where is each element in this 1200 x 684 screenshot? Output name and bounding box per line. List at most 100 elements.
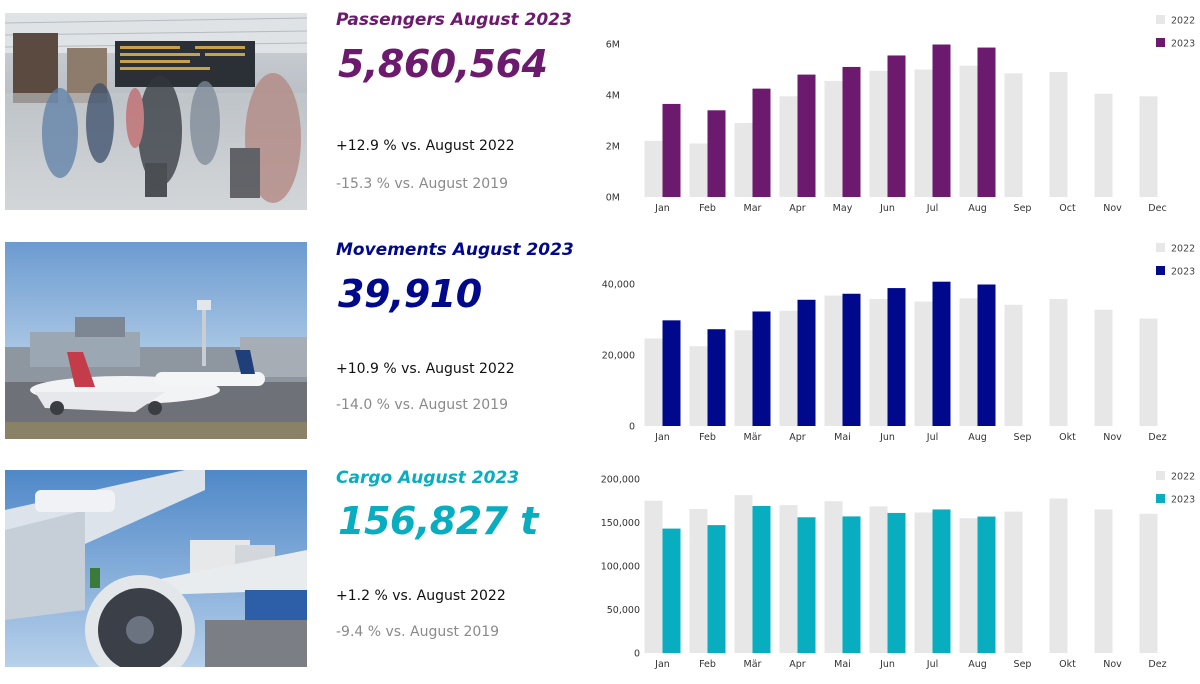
bar-2022 [644, 140, 663, 197]
bar-2023 [797, 517, 816, 653]
bar-2023 [752, 505, 771, 653]
cargo-kpi-value: 156,827 t [338, 499, 538, 543]
bar-2022 [824, 80, 843, 197]
passengers-title: Passengers August 2023 [336, 10, 572, 30]
x-tick-label: Jan [654, 432, 670, 443]
bar-2023 [707, 525, 726, 653]
x-tick-label: Jul [926, 432, 938, 443]
y-tick-label: 50,000 [607, 605, 640, 616]
y-tick-label: 0 [629, 422, 635, 433]
x-tick-label: Dez [1148, 659, 1166, 670]
y-tick-label: 2M [606, 142, 620, 153]
bar-2022 [1139, 513, 1158, 653]
x-tick-label: Jan [654, 659, 670, 670]
bar-2022 [734, 123, 753, 197]
bar-2022 [1049, 498, 1068, 653]
bar-2022 [689, 143, 708, 197]
movements-vs-2019: -14.0 % vs. August 2019 [336, 397, 508, 413]
y-tick-label: 0 [634, 649, 640, 660]
x-tick-label: Aug [968, 659, 987, 670]
bar-2023 [842, 293, 861, 426]
x-tick-label: Mär [744, 432, 762, 443]
bar-2023 [752, 311, 771, 426]
cargo-vs-2019: -9.4 % vs. August 2019 [336, 624, 500, 640]
cargo-vs-2022: +1.2 % vs. August 2022 [336, 588, 506, 604]
x-tick-label: Jun [879, 659, 895, 670]
legend-label: 2022 [1171, 16, 1195, 27]
x-tick-label: Feb [699, 203, 716, 214]
bar-2022 [824, 295, 843, 426]
x-tick-label: Dez [1148, 432, 1166, 443]
bar-2022 [914, 69, 933, 197]
bar-2023 [707, 110, 726, 197]
bar-2022 [689, 509, 708, 653]
cargo-title: Cargo August 2023 [336, 468, 520, 488]
x-tick-label: Nov [1103, 432, 1122, 443]
x-tick-label: Aug [968, 432, 987, 443]
bar-2022 [1004, 304, 1023, 426]
movements-chart: 0 20,000 40,000 Jan Feb Mär Apr Mai Jun Jul Aug Sep… [602, 243, 1195, 443]
bar-2023 [842, 66, 861, 197]
movements-vs-2022: +10.9 % vs. August 2022 [336, 361, 515, 377]
bar-2022 [689, 346, 708, 426]
bar-2023 [932, 509, 951, 653]
x-tick-label: Apr [789, 659, 806, 670]
bar-2022 [1049, 299, 1068, 426]
x-tick-label: Jun [879, 432, 895, 443]
legend-swatch [1156, 15, 1165, 24]
cargo-chart: 0 50,000 100,000 150,000 200,000 Jan Feb Mär Apr… [601, 471, 1195, 670]
bar-2023 [977, 284, 996, 426]
x-tick-label: Sep [1014, 432, 1032, 443]
passengers-kpi-value: 5,860,564 [338, 42, 548, 86]
bar-2022 [824, 501, 843, 653]
bar-2022 [869, 506, 888, 653]
movements-kpi-value: 39,910 [338, 272, 482, 316]
bar-2022 [1094, 309, 1113, 426]
x-tick-label: Jul [926, 659, 938, 670]
bar-2022 [1139, 96, 1158, 197]
bar-2023 [977, 516, 996, 653]
bar-2022 [869, 299, 888, 426]
x-tick-label: Jun [879, 203, 895, 214]
legend-label: 2023 [1171, 495, 1195, 506]
bar-2023 [932, 281, 951, 426]
x-tick-label: Mai [834, 432, 851, 443]
legend-swatch [1156, 471, 1165, 480]
bar-2023 [887, 55, 906, 197]
y-tick-label: 40,000 [602, 280, 635, 291]
x-tick-label: Sep [1014, 203, 1032, 214]
bar-2022 [779, 310, 798, 426]
x-tick-label: Apr [789, 203, 806, 214]
bar-2023 [707, 329, 726, 426]
passengers-section: Passengers August 2023 5,860,564 +12.9 %… [0, 0, 1200, 228]
bar-2023 [842, 516, 861, 653]
bar-2022 [959, 298, 978, 426]
bar-2022 [1004, 511, 1023, 653]
bar-2022 [959, 65, 978, 197]
bar-2022 [914, 512, 933, 653]
passengers-vs-2019: -15.3 % vs. August 2019 [336, 176, 508, 192]
airport-terminal-photo [5, 13, 307, 210]
bar-2022 [1094, 93, 1113, 197]
x-tick-label: Sep [1014, 659, 1032, 670]
bar-2022 [1094, 509, 1113, 653]
bar-2022 [734, 495, 753, 653]
bar-2022 [644, 338, 663, 426]
legend-label: 2023 [1171, 267, 1195, 278]
bar-2023 [887, 512, 906, 653]
bar-2022 [779, 96, 798, 197]
bar-2023 [662, 320, 681, 426]
x-tick-label: Jan [654, 203, 670, 214]
y-tick-label: 200,000 [601, 475, 640, 486]
x-tick-label: Mai [834, 659, 851, 670]
passengers-vs-2022: +12.9 % vs. August 2022 [336, 138, 515, 154]
legend-swatch [1156, 266, 1165, 275]
y-tick-label: 6M [606, 40, 620, 51]
legend-swatch [1156, 38, 1165, 47]
bar-2022 [914, 301, 933, 426]
bar-2023 [662, 528, 681, 653]
x-tick-label: May [833, 203, 853, 214]
x-tick-label: Mar [744, 203, 762, 214]
x-tick-label: Dec [1148, 203, 1166, 214]
cargo-section: Cargo August 2023 156,827 t +1.2 % vs. A… [0, 456, 1200, 684]
